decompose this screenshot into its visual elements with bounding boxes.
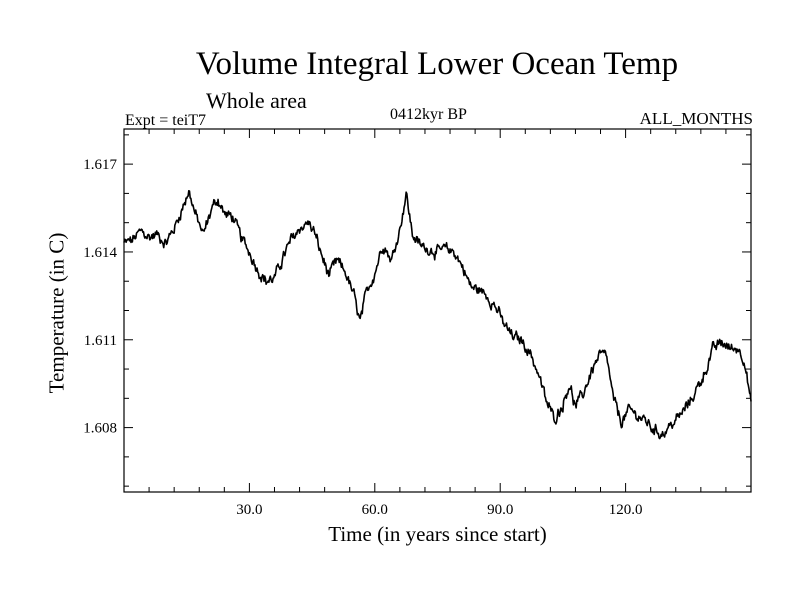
experiment-label: Expt = teiT7 (125, 112, 207, 129)
series-layer (123, 189, 752, 440)
y-tick-label: 1.614 (83, 245, 117, 261)
chart-title: Volume Integral Lower Ocean Temp (195, 46, 679, 82)
x-axis-label: Time (in years since start) (328, 522, 547, 546)
y-tick-label: 1.611 (84, 333, 117, 349)
y-tick-label: 1.617 (83, 157, 117, 173)
plot-frame (123, 128, 752, 493)
axis-ticks (124, 129, 751, 492)
chart-subtitle: Whole area (206, 88, 307, 113)
season-label: ALL_MONTHS (639, 109, 753, 128)
y-tick-label: 1.608 (83, 421, 117, 437)
x-tick-label: 90.0 (487, 502, 513, 518)
x-tick-label: 60.0 (362, 502, 388, 518)
series-line (123, 189, 752, 440)
x-tick-label: 120.0 (609, 502, 643, 518)
axis-tick-labels: 1.617 1.614 1.611 1.608 30.0 60.0 90.0 120.0 (83, 157, 642, 518)
x-tick-label: 30.0 (236, 502, 262, 518)
period-label: 0412kyr BP (390, 106, 467, 123)
